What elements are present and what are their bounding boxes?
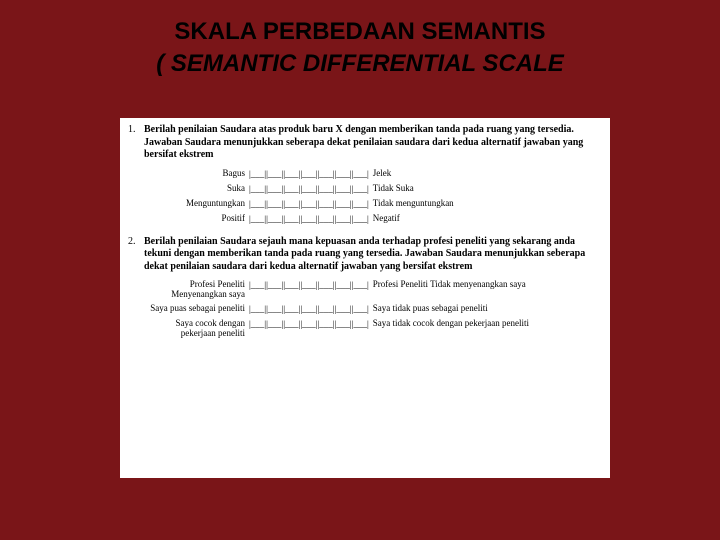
- scale-label-right: Tidak menguntungkan: [369, 198, 600, 208]
- scale-cell: |___|: [317, 280, 334, 291]
- scale-label-right: Negatif: [369, 213, 600, 223]
- scale-cell: |___|: [249, 214, 266, 225]
- scale-cell: |___|: [300, 214, 317, 225]
- title-line-2: ( SEMANTIC DIFFERENTIAL SCALE: [0, 50, 720, 78]
- scale-cell: |___|: [283, 169, 300, 180]
- scale-cell: |___|: [352, 280, 369, 291]
- question-block: 2. Berilah penilaian Saudara sejauh mana…: [128, 236, 600, 274]
- scale-row: Suka |___||___||___||___||___||___||___|…: [144, 183, 600, 195]
- scale-cell: |___|: [317, 184, 334, 195]
- scale-cell: |___|: [335, 280, 352, 291]
- scale-group: Profesi Peneliti Menyenangkan saya |___|…: [144, 279, 600, 339]
- scale-cell: |___|: [352, 304, 369, 315]
- scale-cell: |___|: [352, 199, 369, 210]
- scale-cell: |___|: [266, 280, 283, 291]
- scale-cell: |___|: [266, 184, 283, 195]
- question-text: Berilah penilaian Saudara atas produk ba…: [144, 124, 600, 162]
- scale-cell: |___|: [300, 280, 317, 291]
- slide-title: SKALA PERBEDAAN SEMANTIS ( SEMANTIC DIFF…: [0, 18, 720, 78]
- scale-label-right: Saya tidak cocok dengan pekerjaan peneli…: [369, 318, 600, 328]
- scale-cells: |___||___||___||___||___||___||___|: [249, 303, 369, 315]
- scale-label-right: Saya tidak puas sebagai peneliti: [369, 303, 600, 313]
- scale-cell: |___|: [283, 280, 300, 291]
- scale-cell: |___|: [300, 319, 317, 330]
- scale-cell: |___|: [249, 169, 266, 180]
- scale-cell: |___|: [283, 319, 300, 330]
- scale-cell: |___|: [249, 319, 266, 330]
- scale-cell: |___|: [300, 169, 317, 180]
- scale-cell: |___|: [266, 304, 283, 315]
- question-number: 2.: [128, 236, 144, 274]
- scale-cell: |___|: [352, 319, 369, 330]
- scale-label-left: Profesi Peneliti Menyenangkan saya: [144, 279, 249, 300]
- scale-cell: |___|: [249, 184, 266, 195]
- scale-cell: |___|: [266, 169, 283, 180]
- scale-cell: |___|: [266, 319, 283, 330]
- question-number: 1.: [128, 124, 144, 162]
- scale-cells: |___||___||___||___||___||___||___|: [249, 318, 369, 330]
- scale-cell: |___|: [283, 199, 300, 210]
- scale-cell: |___|: [317, 319, 334, 330]
- scale-cell: |___|: [335, 199, 352, 210]
- scale-label-left: Suka: [144, 183, 249, 193]
- title-line-1: SKALA PERBEDAAN SEMANTIS: [0, 18, 720, 46]
- scale-cell: |___|: [283, 184, 300, 195]
- scale-row: Profesi Peneliti Menyenangkan saya |___|…: [144, 279, 600, 300]
- scale-label-left: Bagus: [144, 168, 249, 178]
- scale-row: Positif |___||___||___||___||___||___||_…: [144, 213, 600, 225]
- scale-row: Saya cocok dengan pekerjaan peneliti |__…: [144, 318, 600, 339]
- scale-cell: |___|: [335, 214, 352, 225]
- scale-cells: |___||___||___||___||___||___||___|: [249, 213, 369, 225]
- scale-cell: |___|: [335, 184, 352, 195]
- scale-cell: |___|: [317, 199, 334, 210]
- scale-cells: |___||___||___||___||___||___||___|: [249, 279, 369, 291]
- scanned-document: 1. Berilah penilaian Saudara atas produk…: [120, 118, 610, 478]
- scale-label-left: Positif: [144, 213, 249, 223]
- scale-cell: |___|: [335, 304, 352, 315]
- scale-cell: |___|: [249, 304, 266, 315]
- scale-cell: |___|: [317, 214, 334, 225]
- scale-row: Bagus |___||___||___||___||___||___||___…: [144, 168, 600, 180]
- scale-cell: |___|: [352, 214, 369, 225]
- scale-label-right: Tidak Suka: [369, 183, 600, 193]
- scale-cell: |___|: [249, 199, 266, 210]
- scale-label-right: Profesi Peneliti Tidak menyenangkan saya: [369, 279, 600, 289]
- question-text: Berilah penilaian Saudara sejauh mana ke…: [144, 236, 600, 274]
- scale-cells: |___||___||___||___||___||___||___|: [249, 168, 369, 180]
- scale-cell: |___|: [300, 199, 317, 210]
- scale-label-left: Saya puas sebagai peneliti: [144, 303, 249, 313]
- question-block: 1. Berilah penilaian Saudara atas produk…: [128, 124, 600, 162]
- scale-cell: |___|: [317, 169, 334, 180]
- scale-cell: |___|: [266, 214, 283, 225]
- scale-cell: |___|: [335, 169, 352, 180]
- scale-cell: |___|: [317, 304, 334, 315]
- scale-group: Bagus |___||___||___||___||___||___||___…: [144, 168, 600, 226]
- scale-row: Menguntungkan |___||___||___||___||___||…: [144, 198, 600, 210]
- scale-cell: |___|: [335, 319, 352, 330]
- scale-cells: |___||___||___||___||___||___||___|: [249, 183, 369, 195]
- scale-row: Saya puas sebagai peneliti |___||___||__…: [144, 303, 600, 315]
- scale-cell: |___|: [352, 184, 369, 195]
- scale-cell: |___|: [283, 304, 300, 315]
- scale-label-left: Saya cocok dengan pekerjaan peneliti: [144, 318, 249, 339]
- scale-cell: |___|: [249, 280, 266, 291]
- scale-cell: |___|: [266, 199, 283, 210]
- scale-label-left: Menguntungkan: [144, 198, 249, 208]
- scale-cell: |___|: [352, 169, 369, 180]
- scale-cells: |___||___||___||___||___||___||___|: [249, 198, 369, 210]
- scale-cell: |___|: [283, 214, 300, 225]
- scale-cell: |___|: [300, 304, 317, 315]
- scale-cell: |___|: [300, 184, 317, 195]
- scale-label-right: Jelek: [369, 168, 600, 178]
